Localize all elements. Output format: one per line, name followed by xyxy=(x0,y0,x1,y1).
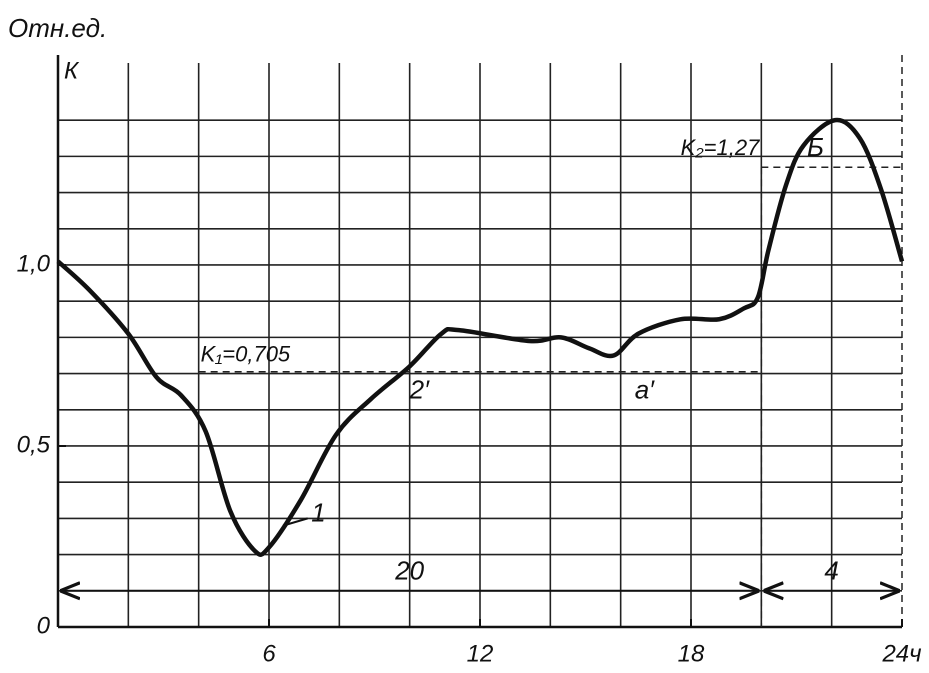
level-label: K₂=1,27 xyxy=(681,135,760,160)
y-tick-label: 1,0 xyxy=(17,250,51,277)
curve-annotation: a′ xyxy=(635,375,655,405)
level-label: K₁=0,705 xyxy=(201,342,291,367)
span-label: 4 xyxy=(824,556,838,586)
x-tick-label: 6 xyxy=(262,640,276,667)
series-leader xyxy=(282,517,308,527)
x-tick-label: 24ч xyxy=(881,640,921,667)
y-tick-label: 0 xyxy=(37,612,51,639)
y-tick-label: 0,5 xyxy=(17,431,51,458)
curve-annotation: Б xyxy=(807,132,824,162)
curve-annotation: 2′ xyxy=(409,375,430,405)
series-label: 1 xyxy=(311,498,325,528)
y-axis-label: Отн.ед. xyxy=(8,13,107,43)
y-symbol: К xyxy=(64,57,80,84)
x-tick-label: 18 xyxy=(678,640,705,667)
span-label: 20 xyxy=(394,556,424,586)
x-tick-label: 12 xyxy=(467,640,494,667)
line-series xyxy=(56,117,905,557)
